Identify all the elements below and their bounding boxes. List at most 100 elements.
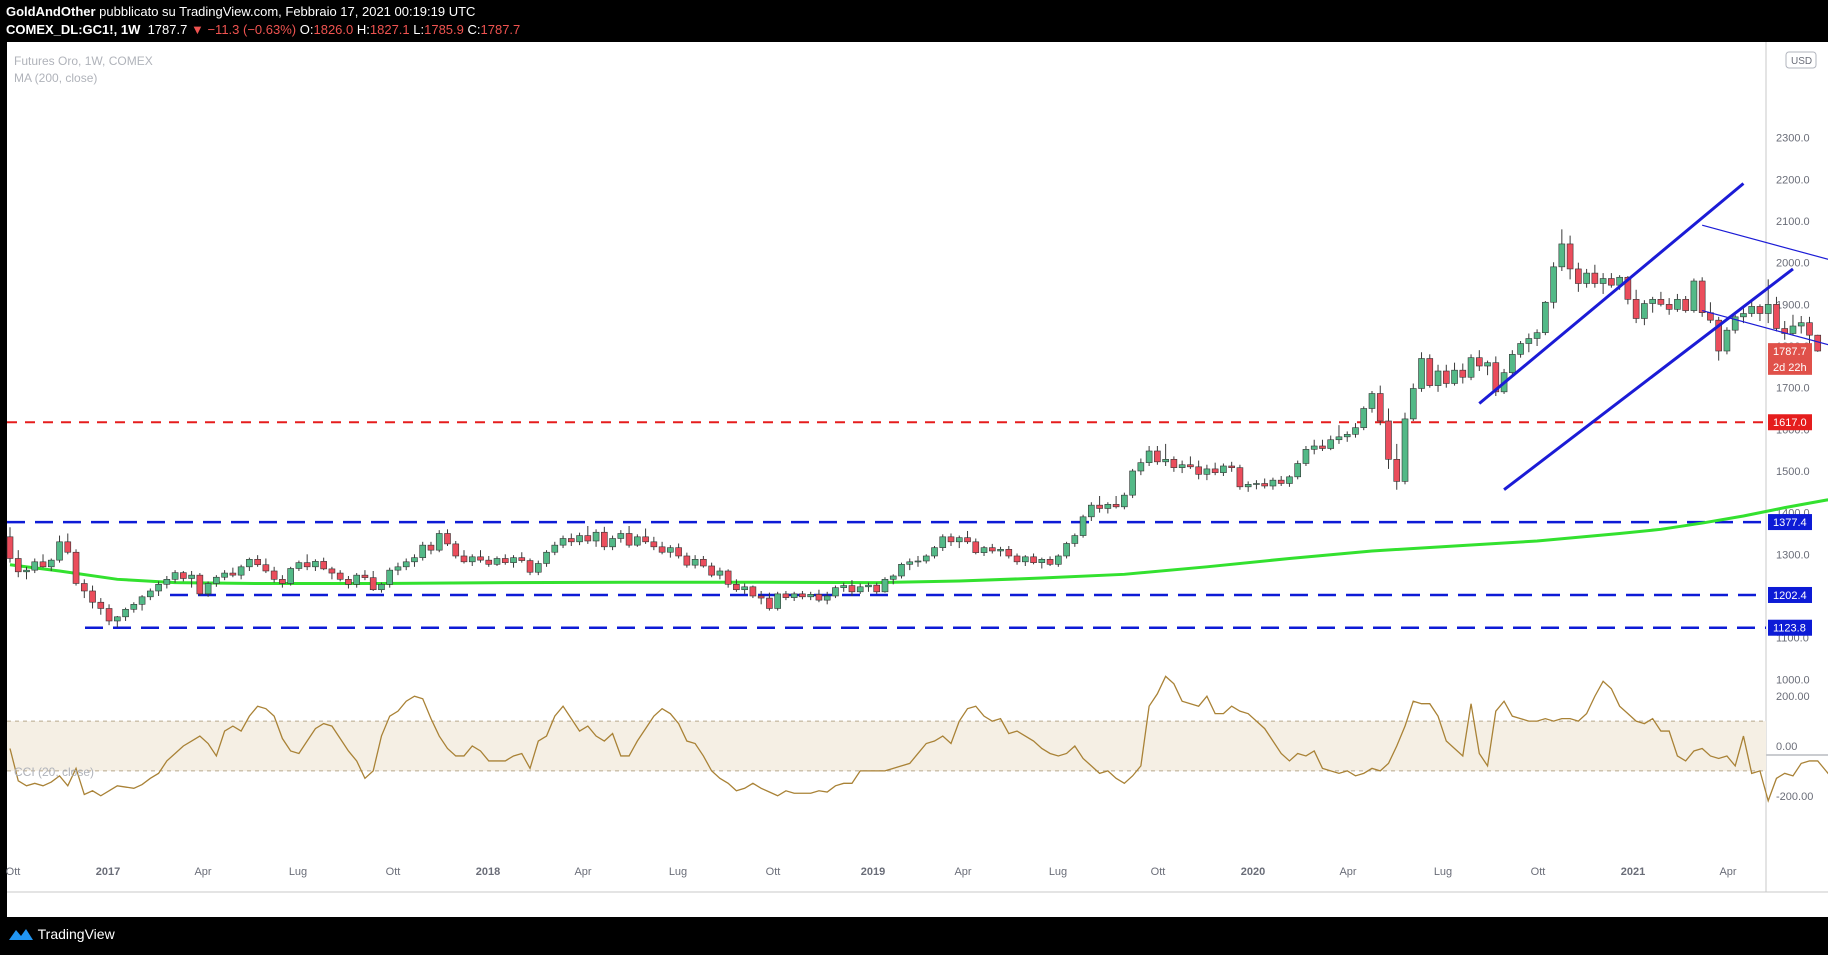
candle-body[interactable] <box>1277 479 1285 484</box>
candle-body[interactable] <box>1220 465 1227 473</box>
candle-body[interactable] <box>1129 470 1136 496</box>
candle-body[interactable] <box>848 585 856 593</box>
candle-body[interactable] <box>31 561 39 571</box>
candle-body[interactable] <box>625 533 633 546</box>
candle-body[interactable] <box>1509 354 1516 373</box>
candle-body[interactable] <box>188 574 195 579</box>
candle-body[interactable] <box>1542 301 1549 333</box>
candle-body[interactable] <box>427 544 435 551</box>
candle-body[interactable] <box>1005 549 1013 557</box>
candle-body[interactable] <box>543 551 550 564</box>
candle-body[interactable] <box>1244 484 1252 488</box>
candle-body[interactable] <box>889 575 897 580</box>
candle-body[interactable] <box>213 576 220 584</box>
candle-body[interactable] <box>650 541 658 548</box>
candle-body[interactable] <box>105 608 113 622</box>
candle-body[interactable] <box>683 555 691 566</box>
plot-area[interactable] <box>7 42 1766 917</box>
candle-body[interactable] <box>1343 434 1351 438</box>
candle-body[interactable] <box>80 583 88 592</box>
candle-body[interactable] <box>1674 299 1681 310</box>
candle-body[interactable] <box>89 590 96 603</box>
candle-body[interactable] <box>1624 276 1632 300</box>
candle-body[interactable] <box>551 544 559 553</box>
candle-body[interactable] <box>733 584 740 591</box>
candle-body[interactable] <box>336 572 344 580</box>
candle-body[interactable] <box>171 572 179 580</box>
candle-body[interactable] <box>180 572 187 579</box>
candle-body[interactable] <box>419 544 427 558</box>
candle-body[interactable] <box>386 569 394 585</box>
candle-body[interactable] <box>1740 313 1747 318</box>
candle-body[interactable] <box>741 586 748 591</box>
candle-body[interactable] <box>1566 243 1574 270</box>
candle-body[interactable] <box>435 533 443 551</box>
candle-body[interactable] <box>534 563 542 573</box>
candle-body[interactable] <box>1187 464 1194 468</box>
candle-body[interactable] <box>64 541 72 553</box>
candle-body[interactable] <box>988 547 996 552</box>
candle-body[interactable] <box>1723 329 1731 352</box>
candle-body[interactable] <box>1088 504 1095 518</box>
candle-body[interactable] <box>237 566 245 576</box>
candle-body[interactable] <box>700 559 707 567</box>
candle-body[interactable] <box>14 558 22 573</box>
candle-body[interactable] <box>1203 468 1211 475</box>
candle-body[interactable] <box>122 609 129 618</box>
candle-body[interactable] <box>254 559 261 566</box>
candle-body[interactable] <box>823 595 831 601</box>
candle-body[interactable] <box>221 572 228 578</box>
candle-body[interactable] <box>1228 465 1235 468</box>
falling-channel-lower[interactable] <box>1702 310 1828 403</box>
candle-body[interactable] <box>312 561 319 568</box>
candle-body[interactable] <box>485 559 493 565</box>
candle-body[interactable] <box>617 533 625 539</box>
candle-body[interactable] <box>1137 462 1145 472</box>
candle-body[interactable] <box>1360 408 1368 428</box>
candle-body[interactable] <box>328 568 336 574</box>
candle-body[interactable] <box>1211 468 1219 473</box>
candle-body[interactable] <box>980 547 988 553</box>
candle-body[interactable] <box>353 574 360 585</box>
candle-body[interactable] <box>204 583 212 595</box>
candle-body[interactable] <box>642 536 649 543</box>
candle-body[interactable] <box>1657 299 1665 305</box>
candle-body[interactable] <box>601 531 608 548</box>
candle-body[interactable] <box>468 556 476 563</box>
candle-body[interactable] <box>345 579 352 585</box>
candle-body[interactable] <box>716 570 724 576</box>
candle-body[interactable] <box>1418 358 1425 389</box>
candle-body[interactable] <box>1162 459 1169 463</box>
candle-body[interactable] <box>1690 280 1698 311</box>
currency-badge[interactable] <box>1785 51 1817 69</box>
candle-body[interactable] <box>1409 388 1417 420</box>
candle-body[interactable] <box>1575 268 1582 284</box>
candle-body[interactable] <box>931 547 938 557</box>
candle-body[interactable] <box>361 574 369 578</box>
candle-body[interactable] <box>947 536 955 543</box>
candle-body[interactable] <box>724 570 732 585</box>
candle-body[interactable] <box>840 585 848 588</box>
candle-body[interactable] <box>675 547 682 557</box>
candle-body[interactable] <box>1112 504 1120 508</box>
candle-body[interactable] <box>510 557 517 563</box>
candle-body[interactable] <box>749 586 757 597</box>
candle-body[interactable] <box>576 535 583 543</box>
candle-body[interactable] <box>766 597 773 609</box>
candle-body[interactable] <box>501 558 509 563</box>
candle-body[interactable] <box>1038 559 1046 563</box>
candle-body[interactable] <box>147 590 154 598</box>
candle-body[interactable] <box>1178 464 1186 468</box>
candle-body[interactable] <box>1286 476 1293 484</box>
candle-body[interactable] <box>1327 439 1335 449</box>
candle-body[interactable] <box>691 559 699 566</box>
candle-body[interactable] <box>1426 358 1434 386</box>
candle-body[interactable] <box>856 586 864 593</box>
candle-body[interactable] <box>295 562 303 569</box>
candle-body[interactable] <box>1665 304 1673 310</box>
rising-channel-upper[interactable] <box>1478 182 1745 405</box>
cci-line[interactable] <box>9 675 1828 803</box>
candle-body[interactable] <box>1731 316 1739 331</box>
candle-body[interactable] <box>1459 369 1467 378</box>
candle-body[interactable] <box>898 564 905 577</box>
